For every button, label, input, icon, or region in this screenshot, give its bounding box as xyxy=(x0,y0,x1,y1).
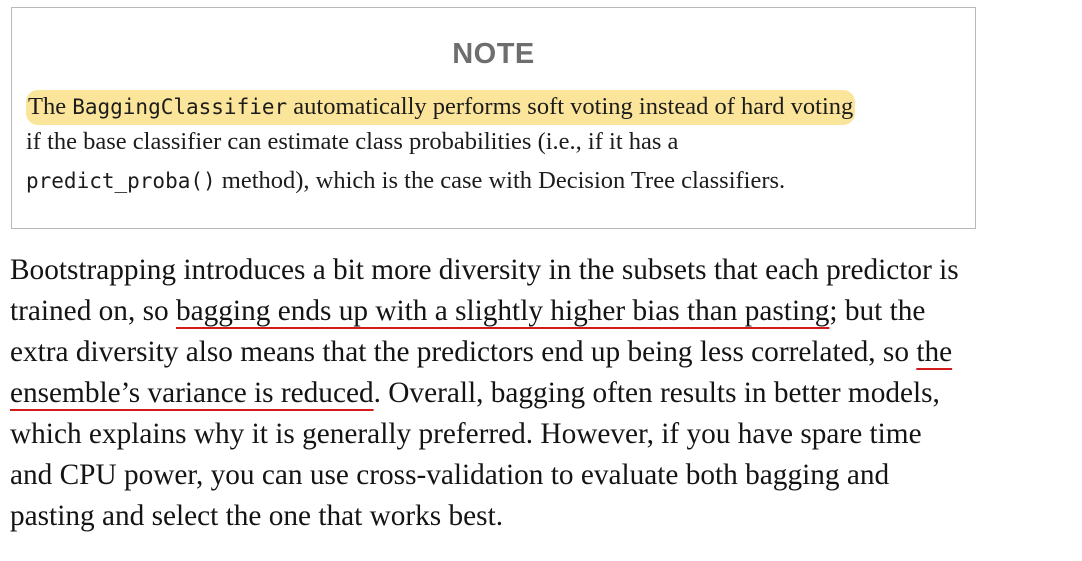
note-line-1: The BaggingClassifier automatically perf… xyxy=(26,90,856,125)
code-predict-proba: predict_proba() xyxy=(26,169,216,193)
underlined-phrase: bagging ends up with a slightly higher b… xyxy=(175,295,830,327)
underlined-phrase: ensemble’s variance is reduced xyxy=(10,377,374,409)
highlighted-sentence: The BaggingClassifier automatically perf… xyxy=(26,90,856,125)
body-paragraph: Bootstrapping introduces a bit more dive… xyxy=(10,250,1078,537)
note-title: NOTE xyxy=(452,38,535,70)
paragraph-text: trained on, so xyxy=(10,295,176,327)
note-line-3: predict_proba() method), which is the ca… xyxy=(26,166,785,196)
note-text: The xyxy=(28,93,73,120)
paragraph-text: extra diversity also means that the pred… xyxy=(10,336,917,368)
paragraph-line-2: trained on, so bagging ends up with a sl… xyxy=(10,291,1078,332)
paragraph-text: ; but the xyxy=(829,295,926,327)
paragraph-line-1: Bootstrapping introduces a bit more dive… xyxy=(10,254,959,286)
paragraph-line-5: which explains why it is generally prefe… xyxy=(10,418,922,450)
code-bagging-classifier: BaggingClassifier xyxy=(72,95,288,119)
note-box: NOTE The BaggingClassifier automatically… xyxy=(11,7,976,229)
paragraph-line-4: ensemble’s variance is reduced. Overall,… xyxy=(10,373,1078,414)
underlined-phrase: the xyxy=(916,336,953,368)
paragraph-text: . Overall, bagging often results in bett… xyxy=(373,377,940,409)
paragraph-line-6: and CPU power, you can use cross-validat… xyxy=(10,459,890,491)
note-text: automatically performs soft voting inste… xyxy=(287,93,854,120)
note-text: method), which is the case with Decision… xyxy=(215,167,786,194)
paragraph-line-3: extra diversity also means that the pred… xyxy=(10,332,1078,373)
note-line-2: if the base classifier can estimate clas… xyxy=(26,128,679,155)
paragraph-line-7: pasting and select the one that works be… xyxy=(10,500,504,532)
